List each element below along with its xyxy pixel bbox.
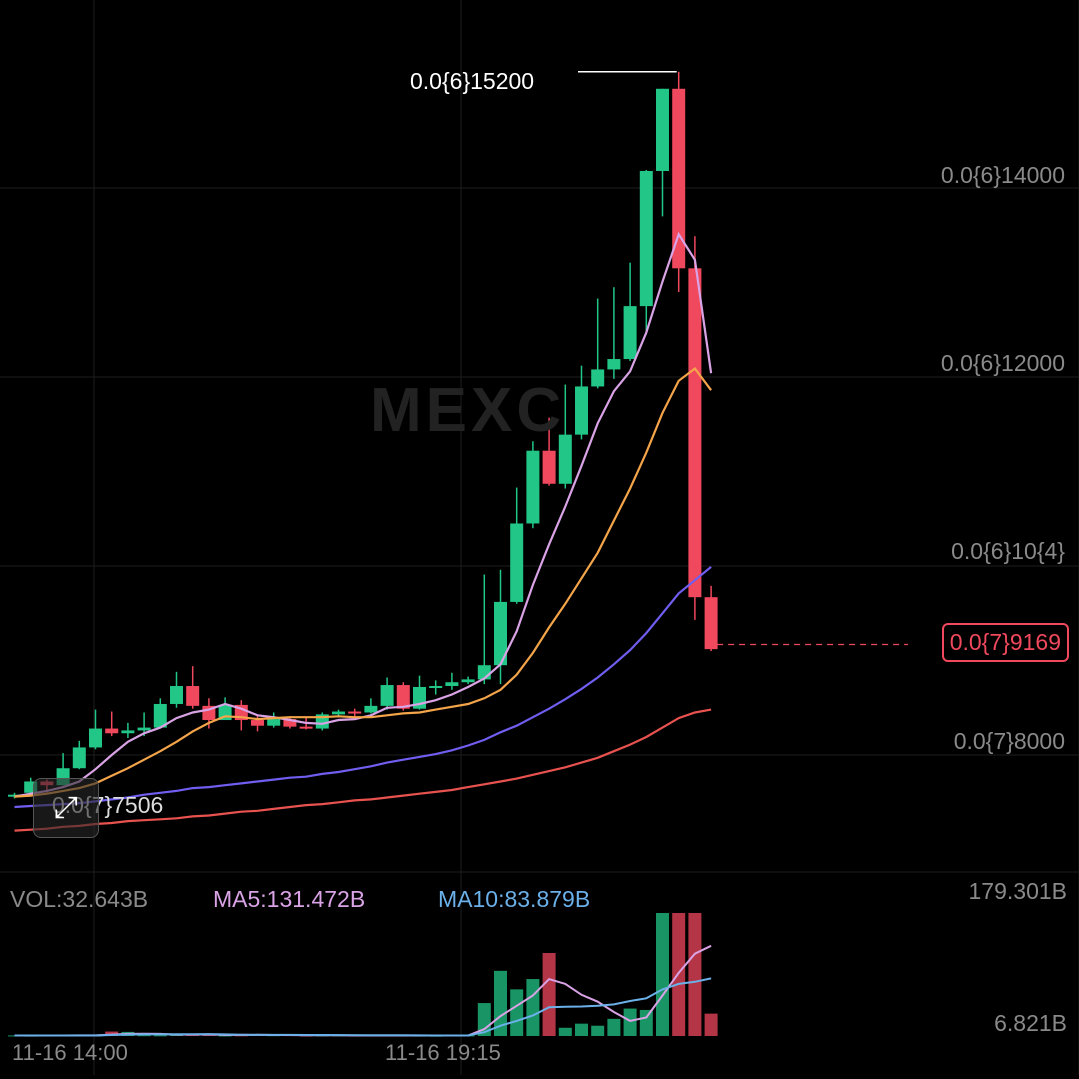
candle-body [542, 450, 556, 484]
volume-bar [153, 1035, 167, 1037]
candle-body [283, 719, 297, 727]
volume-bar [575, 1023, 588, 1036]
vol-ma5-legend: MA5:131.472B [213, 886, 366, 912]
candle-body [704, 597, 718, 650]
volume-bar [607, 1018, 621, 1036]
candle-body [348, 711, 362, 714]
price-tick-label: 0.0{6}14000 [940, 162, 1065, 188]
candle-body [429, 686, 443, 689]
volume-max-label: 179.301B [968, 878, 1067, 904]
candle-body [396, 685, 410, 709]
candle-body [461, 679, 475, 683]
volume-bar [137, 1035, 151, 1037]
candle-body [380, 685, 394, 706]
volume-bar [656, 913, 669, 1036]
volume-bar [542, 952, 556, 1036]
candle-body [510, 523, 524, 602]
volume-bar [704, 1013, 718, 1036]
candle-body [445, 682, 459, 687]
candle-body [364, 705, 378, 713]
mexc-watermark: MEXC [370, 376, 566, 445]
volume-min-label: 6.821B [994, 1010, 1067, 1036]
candle-body [299, 726, 313, 729]
candle-body [89, 728, 102, 748]
expand-chart-button[interactable]: ⤢ [33, 778, 99, 838]
volume-bar [623, 1008, 637, 1036]
ma-line-ma10 [14, 366, 712, 798]
ma-line-ma30 [14, 566, 712, 809]
ma-line-ma5 [14, 231, 713, 798]
candle-body [607, 359, 621, 370]
high-price-label: 0.0{6}15200 [410, 68, 535, 94]
candle-body [153, 703, 167, 728]
vol-ma10-legend: MA10:83.879B [438, 886, 591, 912]
volume-bar [558, 1027, 572, 1036]
price-tick-label: 0.0{6}12000 [940, 350, 1065, 376]
price-tick-label: 0.0{7}8000 [953, 728, 1065, 754]
candle-body [121, 730, 135, 734]
candle-body [575, 386, 588, 435]
candle-body [170, 686, 183, 704]
volume-bar [591, 1025, 605, 1036]
candle-body [251, 720, 264, 726]
volume-bar [526, 979, 540, 1036]
ma-line-ma60 [14, 708, 712, 832]
volume-bar [688, 913, 702, 1036]
candle-body [72, 747, 86, 769]
candle-body [186, 686, 200, 706]
candle-body [526, 450, 540, 524]
time-axis-label: 11-16 14:00 [12, 1040, 128, 1065]
candle-body [24, 781, 38, 793]
time-axis-label: 11-16 19:15 [385, 1040, 501, 1065]
candle-body [137, 727, 151, 731]
volume-ma10-line [14, 977, 712, 1037]
candle-body [688, 268, 702, 598]
price-tick-label: 0.0{6}10{4} [951, 538, 1065, 564]
candle-body [494, 601, 507, 666]
volume-bar [510, 989, 524, 1036]
candle-body [267, 719, 281, 726]
candle-body [639, 170, 653, 307]
candle-body [591, 369, 605, 387]
volume-ma5-line [14, 944, 712, 1037]
expand-arrows-icon: ⤢ [54, 791, 78, 824]
candle-body [105, 728, 119, 734]
candle-body [656, 88, 669, 171]
candle-body [332, 711, 345, 715]
current-price-badge: 0.0{7}9169 [941, 623, 1069, 662]
candle-body [623, 306, 637, 360]
candle-body [558, 434, 572, 484]
candle-body [672, 88, 686, 269]
volume-bar [639, 1009, 653, 1036]
vol-legend: VOL:32.643B [10, 886, 149, 912]
